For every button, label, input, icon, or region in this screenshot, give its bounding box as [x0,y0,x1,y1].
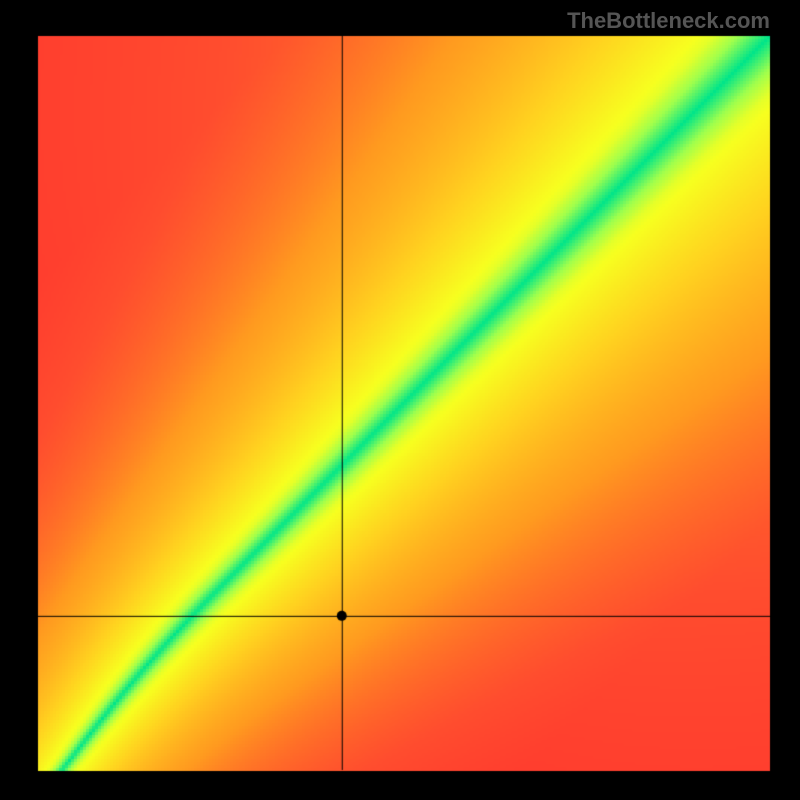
bottleneck-heatmap [0,0,800,800]
watermark-text: TheBottleneck.com [567,8,770,34]
chart-container: TheBottleneck.com [0,0,800,800]
